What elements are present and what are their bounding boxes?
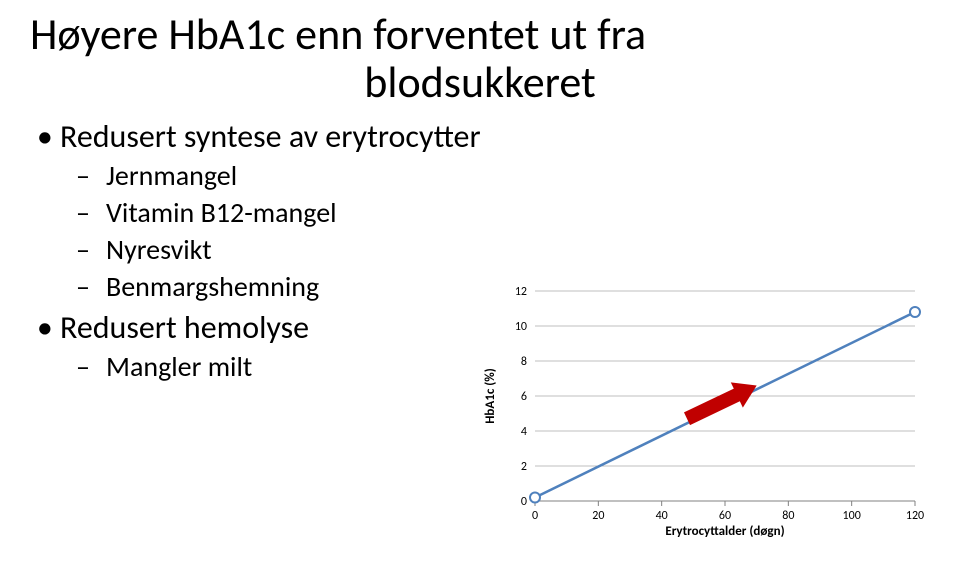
hba1c-chart: 0 20 40 60 80 100 120 0 2 4 6 8 10 12 HbA1c (%) Erytroc… [480, 281, 930, 541]
title-line1: Høyere HbA1c enn forventet ut fra [30, 7, 646, 61]
svg-text:HbA1c (%): HbA1c (%) [483, 368, 498, 424]
title-line2: blodsukkeret [30, 58, 930, 106]
svg-text:20: 20 [592, 509, 604, 523]
sub-bullet-item: Jernmangel [106, 158, 930, 193]
svg-text:40: 40 [656, 509, 668, 523]
bullet-label: Redusert hemolyse [60, 308, 309, 347]
svg-text:80: 80 [782, 509, 794, 523]
sub-bullet-item: Vitamin B12-mangel [106, 195, 930, 230]
svg-text:2: 2 [521, 460, 527, 474]
svg-text:0: 0 [532, 509, 538, 523]
sub-bullet-item: Nyresvikt [106, 232, 930, 267]
svg-text:8: 8 [521, 355, 527, 369]
chart-svg: 0 20 40 60 80 100 120 0 2 4 6 8 10 12 HbA1c (%) Erytroc… [480, 281, 930, 541]
svg-text:10: 10 [515, 320, 527, 334]
svg-text:100: 100 [843, 509, 861, 523]
svg-text:6: 6 [521, 390, 527, 404]
svg-text:60: 60 [719, 509, 731, 523]
svg-text:120: 120 [906, 509, 924, 523]
svg-text:0: 0 [521, 495, 527, 509]
svg-text:Erytrocyttalder (døgn): Erytrocyttalder (døgn) [665, 524, 784, 539]
bullet-label: Redusert syntese av erytrocytter [60, 117, 481, 156]
svg-text:12: 12 [515, 285, 527, 299]
bullet-item: Redusert syntese av erytrocytter Jernman… [60, 117, 930, 304]
svg-text:4: 4 [521, 425, 527, 439]
